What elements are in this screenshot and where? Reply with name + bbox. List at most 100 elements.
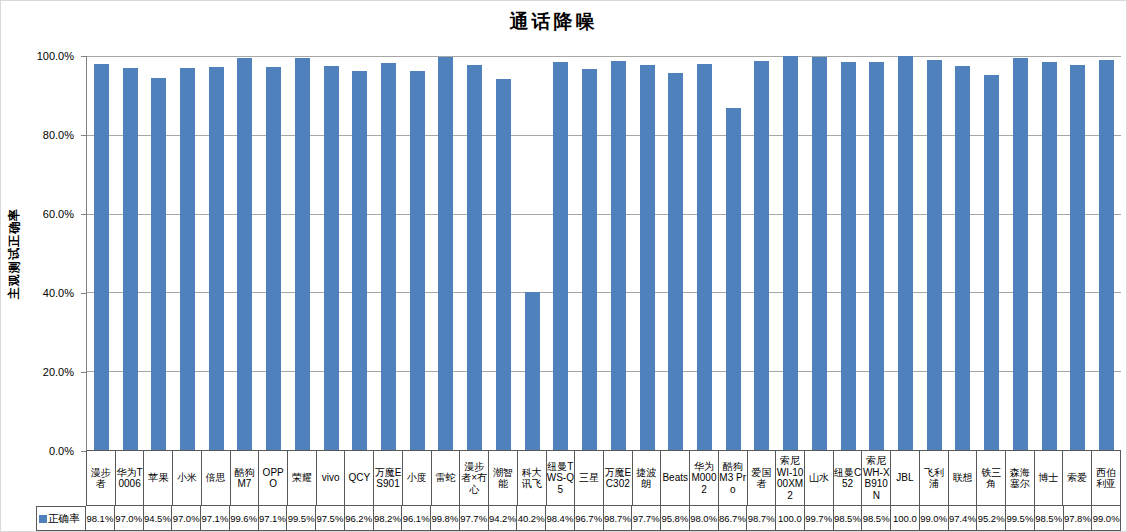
value-cell: 96.2% <box>345 506 374 531</box>
bar-slot <box>87 56 116 450</box>
bar-slot <box>661 56 690 450</box>
bar-slot <box>1035 56 1064 450</box>
y-tick-label: 40.0% <box>43 287 74 299</box>
value-cell: 95.8% <box>661 506 690 531</box>
value-cell: 97.1% <box>201 506 230 531</box>
bar-slot <box>231 56 260 450</box>
bar <box>955 66 970 450</box>
category-cell: 纽曼TWS-Q5 <box>547 451 576 506</box>
category-cell: 捷波朗 <box>633 451 662 506</box>
category-cell: 华为T0006 <box>116 451 145 506</box>
bar <box>754 61 769 450</box>
bar-slot <box>460 56 489 450</box>
bar <box>869 62 884 450</box>
value-cell: 98.2% <box>374 506 403 531</box>
bar-slot <box>288 56 317 450</box>
y-tick-label: 80.0% <box>43 129 74 141</box>
bar <box>94 64 109 451</box>
bar <box>841 62 856 450</box>
bar-slot <box>1006 56 1035 450</box>
category-cell: 西伯利亚 <box>1092 451 1121 506</box>
bar <box>295 58 310 450</box>
data-table-corner <box>36 451 86 506</box>
chart-title: 通话降噪 <box>1 9 1106 35</box>
bar <box>496 79 511 450</box>
category-cell: 酷狗M7 <box>231 451 260 506</box>
bar-slot <box>977 56 1006 450</box>
bar-slot <box>173 56 202 450</box>
bar <box>1099 60 1114 450</box>
category-cell: 潮智能 <box>489 451 518 506</box>
category-cell: 联想 <box>949 451 978 506</box>
bar-slot <box>518 56 547 450</box>
category-cell: vivo <box>317 451 346 506</box>
bar <box>1042 62 1057 450</box>
bar-slot <box>317 56 346 450</box>
bar-slot <box>805 56 834 450</box>
bar <box>237 58 252 450</box>
category-cell: 索尼WH-XB910N <box>862 451 891 506</box>
bar-slot <box>862 56 891 450</box>
value-cell: 99.7% <box>805 506 834 531</box>
value-cell: 95.2% <box>977 506 1006 531</box>
value-cell: 98.4% <box>546 506 575 531</box>
y-tick-label: 100.0% <box>37 50 74 62</box>
value-cell: 98.7% <box>604 506 633 531</box>
value-cell: 97.7% <box>632 506 661 531</box>
bar-slot <box>633 56 662 450</box>
value-cell: 99.0% <box>920 506 949 531</box>
legend-color-swatch-icon <box>39 515 47 523</box>
bar-slot <box>690 56 719 450</box>
bar <box>640 65 655 450</box>
value-cell: 97.7% <box>460 506 489 531</box>
value-cell: 96.1% <box>402 506 431 531</box>
bars <box>87 56 1121 450</box>
y-tick-label: 20.0% <box>43 366 74 378</box>
category-cell: Beats <box>661 451 690 506</box>
bar <box>1070 65 1085 450</box>
bar-slot <box>202 56 231 450</box>
bar <box>438 57 453 450</box>
bar <box>984 75 999 450</box>
bar-slot <box>144 56 173 450</box>
value-cell: 98.5% <box>862 506 891 531</box>
x-axis-labels-row: 漫步者华为T0006苹果小米倍思酷狗M7OPPO荣耀vivoQCY万魔ES901… <box>36 451 1121 506</box>
category-cell: 雷蛇 <box>432 451 461 506</box>
value-cell: 97.8% <box>1064 506 1093 531</box>
category-cell: 小度 <box>403 451 432 506</box>
bar <box>123 68 138 450</box>
bar <box>697 64 712 450</box>
bar <box>783 56 798 450</box>
bar-slot <box>345 56 374 450</box>
bar-slot <box>547 56 576 450</box>
category-cell: 漫步者 <box>86 451 116 506</box>
bar <box>352 71 367 450</box>
category-cell: 万魔EC302 <box>604 451 633 506</box>
value-cell: 99.5% <box>287 506 316 531</box>
value-cell: 97.0% <box>172 506 201 531</box>
data-table: 漫步者华为T0006苹果小米倍思酷狗M7OPPO荣耀vivoQCY万魔ES901… <box>36 451 1121 531</box>
category-cell: 山水 <box>805 451 834 506</box>
bar <box>726 108 741 450</box>
bar-slot <box>776 56 805 450</box>
value-cell: 100.0 <box>776 506 805 531</box>
bar <box>180 68 195 450</box>
bar-slot <box>604 56 633 450</box>
category-cell: 三星 <box>575 451 604 506</box>
legend-label: 正确率 <box>48 512 80 526</box>
bar <box>324 66 339 450</box>
value-cell: 97.1% <box>259 506 288 531</box>
chart-canvas: 通话降噪 主观测试正确率 100.0%80.0%60.0%40.0%20.0%0… <box>0 0 1127 532</box>
category-cell: 荣耀 <box>288 451 317 506</box>
value-cell: 96.7% <box>575 506 604 531</box>
bar-slot <box>116 56 145 450</box>
value-cell: 98.1% <box>86 506 115 531</box>
category-cell: 爱国者 <box>748 451 777 506</box>
value-cell: 98.5% <box>1035 506 1064 531</box>
value-cell: 97.5% <box>316 506 345 531</box>
bar <box>410 71 425 450</box>
category-cell: 科大讯飞 <box>518 451 547 506</box>
bar <box>582 69 597 450</box>
value-cell: 94.2% <box>489 506 518 531</box>
bar-slot <box>374 56 403 450</box>
